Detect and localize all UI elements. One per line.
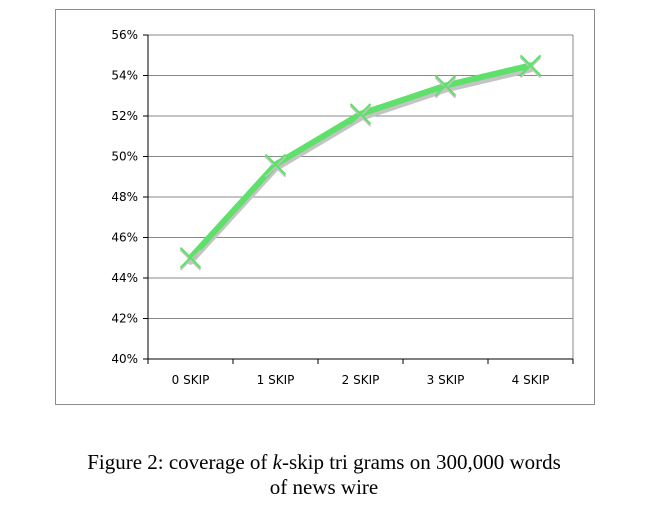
y-tick-label: 42% [111,312,138,326]
x-tick-labels: 0 SKIP 1 SKIP 2 SKIP 3 SKIP 4 SKIP [172,373,550,387]
axes [143,34,574,364]
figure-caption: Figure 2: coverage of k-skip tri grams o… [0,450,648,500]
series-line-shadow [187,66,534,265]
x-tick-label: 4 SKIP [512,373,550,387]
y-tick-label: 52% [111,109,138,123]
x-tick-label: 1 SKIP [257,373,295,387]
y-tick-label: 54% [111,69,138,83]
data-point-marker [264,153,287,178]
y-tick-label: 46% [111,231,138,245]
x-tick-label: 2 SKIP [342,373,380,387]
y-tick-labels: 40% 42% 44% 46% 48% 50% 52% 54% 56% [111,28,138,366]
y-tick-label: 48% [111,190,138,204]
caption-line-2: of news wire [269,475,379,499]
data-point-marker [434,74,457,99]
grid-lines [148,34,574,359]
y-tick-label: 44% [111,271,138,285]
x-tick-label: 0 SKIP [172,373,210,387]
coverage-line-chart: 40% 42% 44% 46% 48% 50% 52% 54% 56% 0 SKIP 1 SKIP… [111,28,574,387]
data-points [179,54,542,271]
x-tick-label: 3 SKIP [427,373,465,387]
series-line [187,62,534,265]
data-point-marker [179,247,202,271]
chart-frame [55,9,595,405]
caption-italic-k: k [272,450,282,474]
data-point-marker [519,54,542,79]
caption-suffix: -skip tri grams on 300,000 words [281,450,561,474]
series-line-path [187,62,534,261]
caption-prefix: Figure 2: coverage of [87,450,273,474]
data-point-marker [349,103,372,127]
y-tick-label: 50% [111,150,138,164]
y-tick-label: 40% [111,352,138,366]
y-tick-label: 56% [111,28,138,42]
